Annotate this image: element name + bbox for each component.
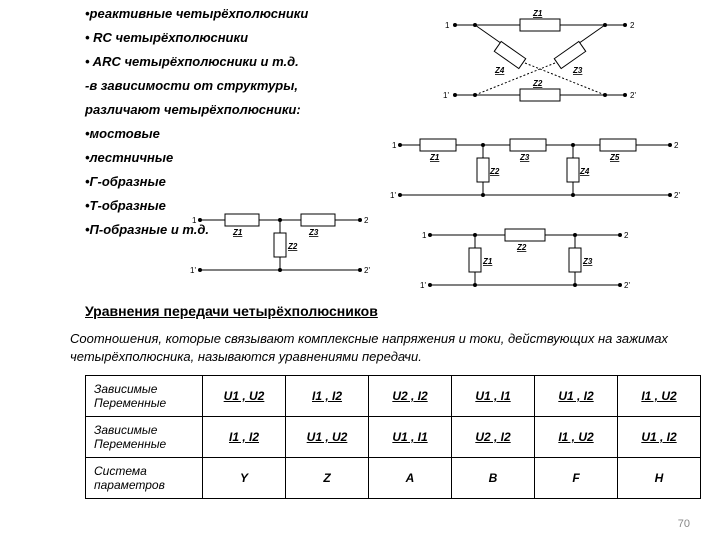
pi-network-diagram: 1 2 1' 2' Z2 Z1 Z3 xyxy=(420,220,630,300)
table-cell: U1 , U2 xyxy=(286,417,369,458)
svg-text:Z3: Z3 xyxy=(582,257,593,266)
table-row: Система параметров Y Z A B F H xyxy=(86,458,701,499)
svg-text:2: 2 xyxy=(674,141,679,150)
row-label: Зависимые Переменные xyxy=(86,417,203,458)
bullet-item: •реактивные четырёхполюсники xyxy=(85,6,385,21)
table-cell: U1 , U2 xyxy=(203,376,286,417)
svg-text:1': 1' xyxy=(190,266,196,275)
table-cell: A xyxy=(369,458,452,499)
table-cell: U1 , I1 xyxy=(452,376,535,417)
svg-text:2: 2 xyxy=(364,216,369,225)
svg-text:Z1: Z1 xyxy=(232,228,243,237)
table-cell: B xyxy=(452,458,535,499)
svg-text:Z1: Z1 xyxy=(429,153,440,162)
svg-text:2': 2' xyxy=(364,266,370,275)
svg-text:Z4: Z4 xyxy=(579,167,590,176)
table-cell: U1 , I2 xyxy=(618,417,701,458)
table-cell: Y xyxy=(203,458,286,499)
svg-text:Z3: Z3 xyxy=(308,228,319,237)
svg-text:2: 2 xyxy=(630,21,635,30)
bridge-diagram: 1 2 1' 2' Z1 Z2 Z4 Z3 xyxy=(440,5,640,115)
svg-text:Z4: Z4 xyxy=(494,66,505,75)
bullet-item: различают четырёхполюсники: xyxy=(85,102,385,117)
bullet-item: -в зависимости от структуры, xyxy=(85,78,385,93)
bullet-item: •лестничные xyxy=(85,150,385,165)
ladder-diagram: 1 2 1' 2' Z1 Z3 Z5 Z2 Z4 xyxy=(390,130,680,210)
row-label: Зависимые Переменные xyxy=(86,376,203,417)
svg-text:1': 1' xyxy=(443,91,449,100)
table-cell: H xyxy=(618,458,701,499)
row-label: Система параметров xyxy=(86,458,203,499)
bullet-item: • ARC четырёхполюсники и т.д. xyxy=(85,54,385,69)
table-cell: I1 , U2 xyxy=(618,376,701,417)
table-cell: U1 , I1 xyxy=(369,417,452,458)
svg-text:1: 1 xyxy=(392,141,397,150)
svg-text:Z2: Z2 xyxy=(489,167,500,176)
svg-text:2': 2' xyxy=(674,191,680,200)
svg-text:Z3: Z3 xyxy=(572,66,583,75)
svg-text:Z2: Z2 xyxy=(287,242,298,251)
svg-text:Z5: Z5 xyxy=(609,153,620,162)
svg-text:Z3: Z3 xyxy=(519,153,530,162)
bullet-item: • RC четырёхполюсники xyxy=(85,30,385,45)
svg-text:2: 2 xyxy=(624,231,629,240)
table-cell: F xyxy=(535,458,618,499)
table-cell: Z xyxy=(286,458,369,499)
page-number: 70 xyxy=(678,518,690,530)
table-cell: I1 , U2 xyxy=(535,417,618,458)
svg-text:1: 1 xyxy=(192,216,197,225)
svg-text:Z1: Z1 xyxy=(532,9,543,18)
table-cell: U2 , I2 xyxy=(452,417,535,458)
parameters-table: Зависимые Переменные U1 , U2 I1 , I2 U2 … xyxy=(85,375,701,499)
table-row: Зависимые Переменные U1 , U2 I1 , I2 U2 … xyxy=(86,376,701,417)
svg-text:Z2: Z2 xyxy=(532,79,543,88)
svg-text:Z1: Z1 xyxy=(482,257,493,266)
table-cell: U1 , I2 xyxy=(535,376,618,417)
section-title: Уравнения передачи четырёхполюсников xyxy=(85,303,378,319)
t-network-diagram: 1 2 1' 2' Z1 Z3 Z2 xyxy=(190,205,370,285)
svg-text:2': 2' xyxy=(630,91,636,100)
table-cell: I1 , I2 xyxy=(286,376,369,417)
svg-text:Z2: Z2 xyxy=(516,243,527,252)
table-cell: U2 , I2 xyxy=(369,376,452,417)
svg-text:1: 1 xyxy=(445,21,450,30)
table-row: Зависимые Переменные I1 , I2 U1 , U2 U1 … xyxy=(86,417,701,458)
svg-text:1': 1' xyxy=(420,281,426,290)
bullet-item: •мостовые xyxy=(85,126,385,141)
paragraph: Соотношения, которые связывают комплексн… xyxy=(70,330,700,365)
bullet-item: •Г-образные xyxy=(85,174,385,189)
table-cell: I1 , I2 xyxy=(203,417,286,458)
svg-text:1: 1 xyxy=(422,231,427,240)
svg-text:1': 1' xyxy=(390,191,396,200)
svg-text:2': 2' xyxy=(624,281,630,290)
